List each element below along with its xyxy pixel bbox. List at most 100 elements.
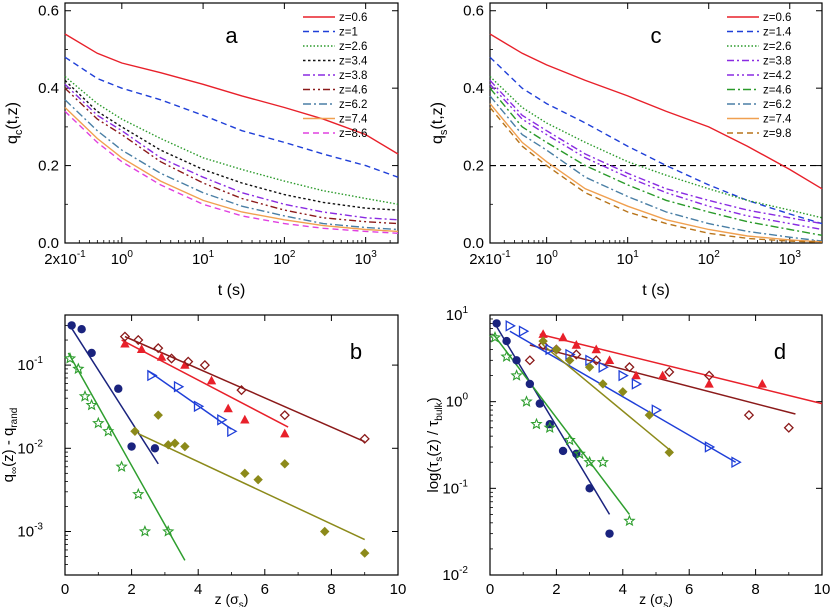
data-point bbox=[520, 395, 533, 407]
series-line bbox=[489, 107, 823, 243]
y-axis-label-sub: s bbox=[438, 129, 450, 135]
data-point bbox=[564, 355, 575, 366]
data-point bbox=[85, 398, 98, 411]
data-point bbox=[618, 369, 629, 382]
data-point bbox=[538, 339, 549, 351]
y-axis-label-tail: (z) / bbox=[425, 427, 442, 457]
data-point bbox=[518, 325, 530, 338]
data-point bbox=[664, 366, 675, 378]
y-axis-label: log(τs(z) / τbulk) bbox=[425, 397, 445, 492]
y-tick-label: 0.2 bbox=[463, 158, 484, 175]
data-point bbox=[530, 417, 543, 430]
y-tick-label: 100 bbox=[446, 392, 469, 411]
data-point bbox=[651, 404, 663, 416]
x-tick-label-exp: -1 bbox=[77, 249, 86, 260]
data-point bbox=[115, 460, 128, 472]
data-point bbox=[563, 433, 576, 446]
x-tick-label-exp: 0 bbox=[127, 249, 133, 260]
data-point bbox=[280, 428, 290, 438]
marker-series bbox=[147, 369, 238, 438]
data-point bbox=[743, 409, 755, 421]
data-point bbox=[359, 433, 370, 444]
data-point bbox=[193, 400, 205, 413]
data-point bbox=[584, 362, 595, 372]
data-point bbox=[500, 350, 513, 363]
x-tick-label: 4 bbox=[619, 581, 627, 598]
y-tick-label-exp: -2 bbox=[459, 565, 468, 576]
x-tick-label: 8 bbox=[327, 581, 335, 598]
data-point bbox=[783, 422, 794, 433]
y-axis-label-sub2: bulk bbox=[434, 401, 445, 420]
data-point bbox=[77, 325, 86, 334]
data-point bbox=[731, 456, 742, 469]
data-point bbox=[153, 342, 164, 354]
data-point bbox=[236, 385, 247, 396]
x-tick-label: 6 bbox=[261, 581, 269, 598]
data-point bbox=[280, 459, 290, 469]
y-tick-label-exp: -1 bbox=[34, 355, 43, 366]
marker-series bbox=[538, 329, 767, 388]
series-line bbox=[64, 87, 399, 225]
data-point bbox=[558, 446, 568, 456]
data-point bbox=[644, 410, 655, 420]
data-point bbox=[180, 441, 190, 452]
data-point bbox=[585, 484, 594, 493]
y-axis-label-symbol: τ bbox=[425, 462, 442, 468]
x-tick-label-base: 10 bbox=[536, 251, 553, 268]
x-tick-label: 2x10-1 bbox=[469, 249, 511, 268]
y-tick-label-base: 10 bbox=[442, 480, 459, 497]
data-point bbox=[162, 525, 175, 537]
series-line bbox=[489, 83, 823, 231]
x-tick-label: 101 bbox=[617, 249, 640, 268]
x-axis-label-symbol: σ bbox=[655, 591, 664, 607]
x-tick-label-exp: 0 bbox=[552, 249, 558, 260]
y-tick-label: 10-1 bbox=[17, 355, 43, 374]
data-point bbox=[199, 359, 210, 371]
y-tick-label: 10-1 bbox=[442, 478, 468, 497]
data-point bbox=[127, 442, 136, 451]
panel-label: a bbox=[225, 23, 238, 48]
x-axis-label: z (σs) bbox=[215, 591, 249, 607]
x-tick-label: 10 bbox=[390, 581, 407, 598]
data-point bbox=[538, 336, 548, 346]
data-point bbox=[571, 340, 582, 349]
data-point bbox=[604, 355, 615, 365]
x-axis-label: z (σs) bbox=[639, 591, 673, 607]
x-tick-label: 6 bbox=[685, 581, 693, 598]
marker-series bbox=[120, 338, 290, 438]
x-tick-label-base: 2x10 bbox=[469, 251, 502, 268]
legend-label: z=3.8 bbox=[763, 56, 791, 68]
legend-label: z=6.2 bbox=[339, 99, 367, 111]
data-point bbox=[120, 338, 130, 348]
data-point bbox=[631, 370, 641, 380]
legend: z=0.6 z=1 z=2.6 z=3.4 z=3.8 z=4.6 z=6.2 z=7.4 z=… bbox=[303, 12, 368, 140]
marker-series bbox=[505, 320, 742, 469]
x-tick-label: 4 bbox=[194, 581, 202, 598]
data-point bbox=[573, 447, 586, 460]
x-tick-label: 103 bbox=[355, 249, 378, 268]
x-tick-label: 8 bbox=[751, 581, 759, 598]
series-line bbox=[64, 99, 399, 231]
data-point bbox=[492, 319, 501, 328]
marker-series bbox=[63, 352, 175, 537]
legend-label: z=1 bbox=[339, 27, 358, 39]
y-tick-label: 0.2 bbox=[38, 158, 59, 175]
x-axis-label-symbol: σ bbox=[230, 591, 239, 607]
data-point bbox=[132, 487, 145, 500]
data-point bbox=[114, 384, 123, 393]
data-point bbox=[510, 369, 523, 381]
y-axis-label-sub: c bbox=[13, 129, 25, 135]
y-tick-label-exp: -1 bbox=[459, 478, 468, 489]
x-tick-label: 102 bbox=[698, 249, 721, 268]
data-point bbox=[704, 441, 716, 453]
plot-frame bbox=[64, 314, 399, 576]
fit-line bbox=[67, 352, 186, 561]
series-line bbox=[64, 33, 399, 155]
data-point bbox=[757, 378, 767, 388]
legend-label: z=4.6 bbox=[339, 85, 367, 97]
panel-label: b bbox=[350, 339, 362, 364]
data-point bbox=[63, 352, 77, 364]
y-tick-label: 101 bbox=[446, 305, 469, 324]
